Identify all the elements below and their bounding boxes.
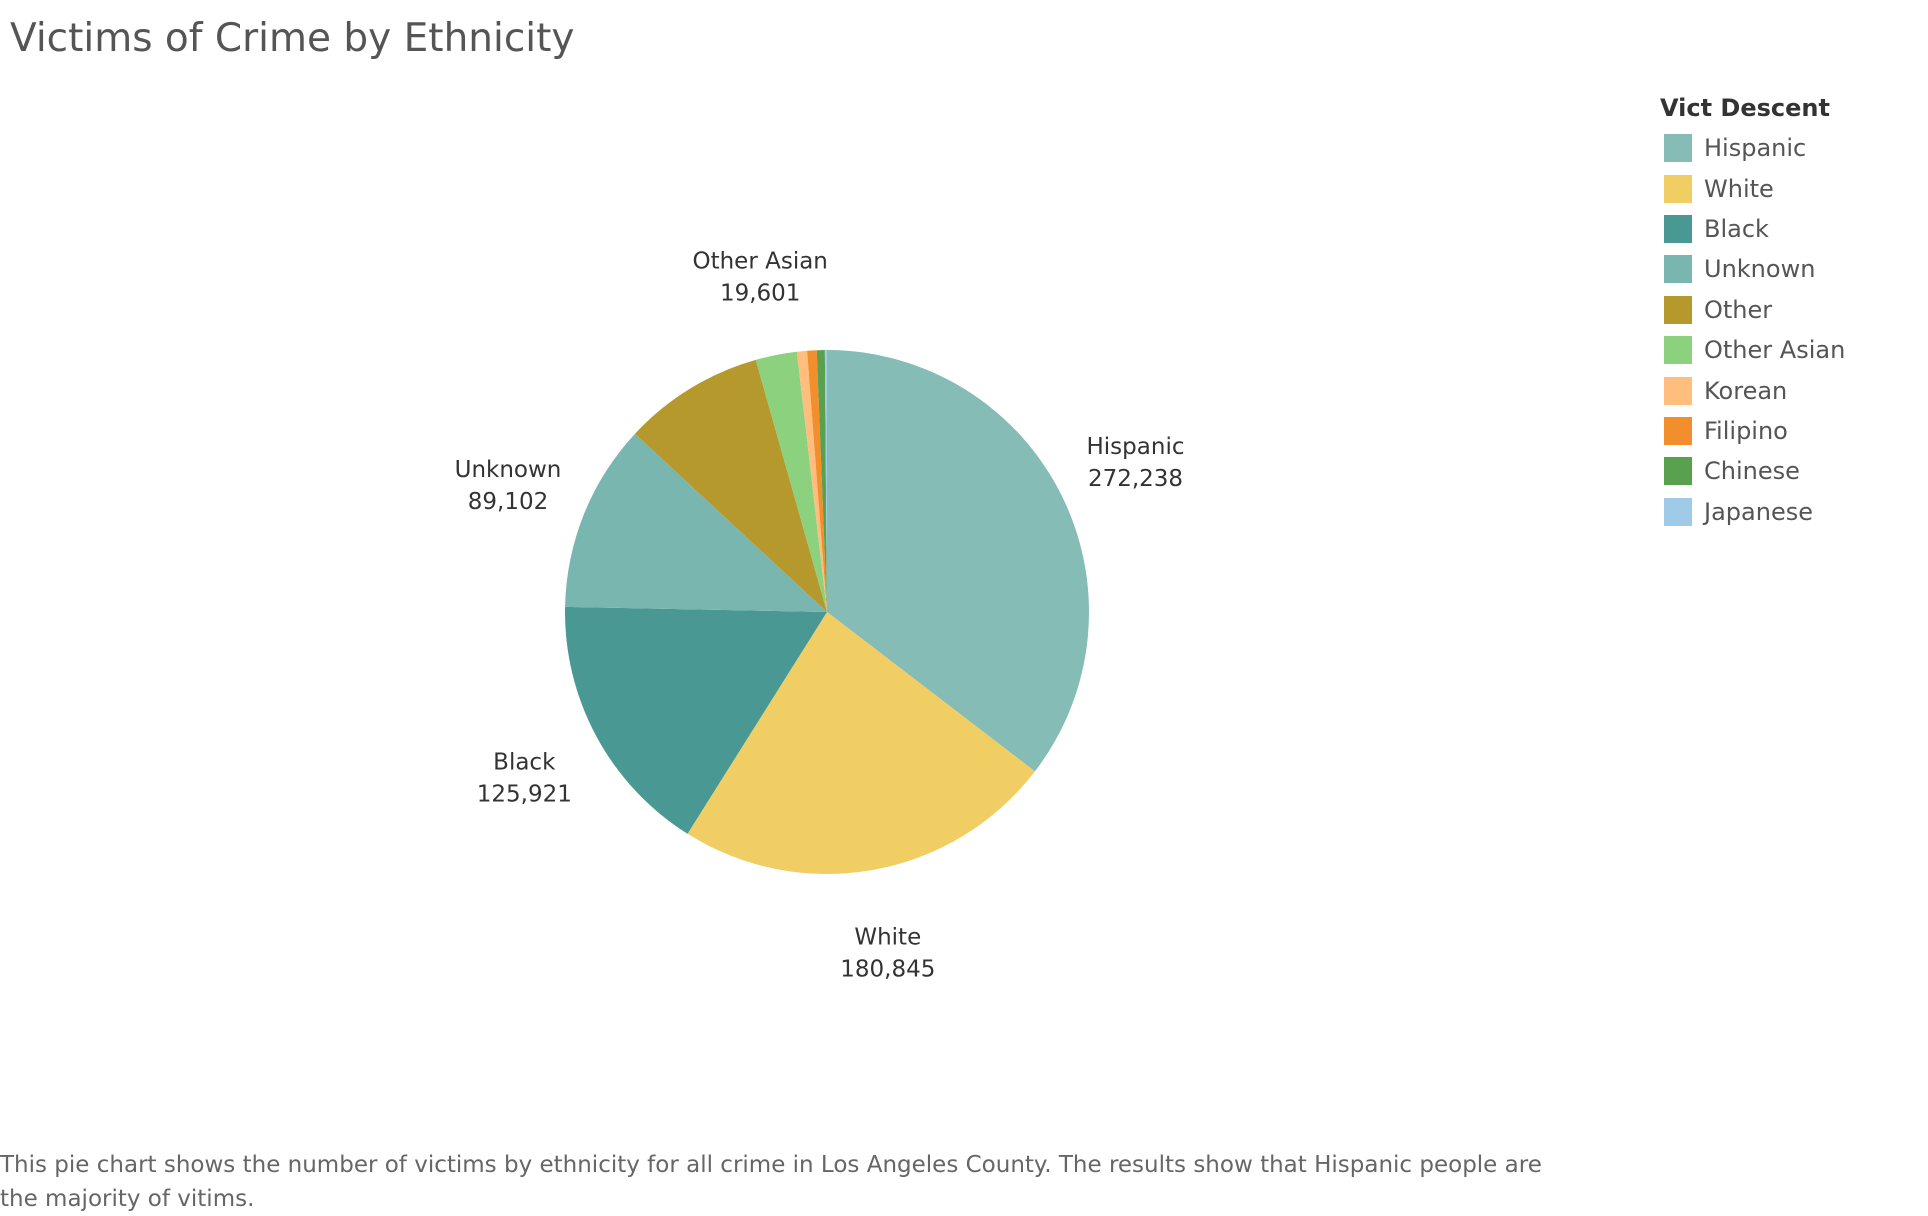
legend-items: Hispanic White Black Unknown Other Other Asia… — [1660, 128, 1845, 532]
legend-swatch — [1664, 214, 1692, 243]
legend-label: Other Asian — [1704, 336, 1846, 365]
legend-item-chinese[interactable]: Chinese — [1660, 451, 1845, 491]
pie-slice-hispanic[interactable] — [827, 350, 1089, 772]
slice-value-black: 125,921 — [477, 781, 572, 807]
legend: Vict Descent Hispanic White Black Unknown Ot… — [1660, 94, 1845, 532]
legend-swatch — [1664, 336, 1692, 365]
legend-label: Korean — [1704, 376, 1788, 405]
legend-swatch — [1664, 134, 1692, 163]
legend-label: Filipino — [1704, 416, 1788, 445]
legend-swatch — [1664, 255, 1692, 284]
slice-label-white: White — [854, 925, 921, 951]
slice-label-unknown: Unknown — [455, 457, 562, 483]
legend-swatch — [1664, 416, 1692, 445]
legend-item-other[interactable]: Other — [1660, 290, 1845, 330]
slice-label-other-asian: Other Asian — [692, 249, 827, 275]
legend-swatch — [1664, 376, 1692, 405]
legend-item-black[interactable]: Black — [1660, 209, 1845, 249]
pie-slice-black[interactable] — [564, 606, 827, 834]
slice-label-black: Black — [493, 749, 556, 775]
slice-value-other-asian: 19,601 — [720, 281, 800, 307]
legend-item-japanese[interactable]: Japanese — [1660, 492, 1845, 532]
pie-slice-filipino[interactable] — [807, 350, 827, 612]
legend-label: Chinese — [1704, 457, 1800, 486]
pie-labels: Hispanic 272,238 White 180,845 Black 125,921 U… — [455, 249, 1185, 983]
legend-label: Unknown — [1704, 255, 1816, 284]
pie-slice-unknown[interactable] — [565, 433, 827, 612]
legend-swatch — [1664, 295, 1692, 324]
pie-slice-other-asian[interactable] — [755, 351, 827, 612]
legend-label: Other — [1704, 295, 1773, 324]
pie-slice-korean[interactable] — [796, 350, 827, 612]
slice-label-hispanic: Hispanic — [1087, 434, 1185, 460]
legend-item-white[interactable]: White — [1660, 168, 1845, 208]
legend-title: Vict Descent — [1660, 94, 1830, 122]
legend-swatch — [1664, 457, 1692, 486]
chart-caption: This pie chart shows the number of victi… — [0, 1152, 1542, 1212]
pie-slice-other[interactable] — [634, 359, 827, 612]
legend-item-unknown[interactable]: Unknown — [1660, 249, 1845, 289]
legend-label: Hispanic — [1704, 134, 1807, 163]
slice-value-unknown: 89,102 — [468, 489, 548, 515]
legend-item-other-asian[interactable]: Other Asian — [1660, 330, 1845, 370]
pie-slice-chinese[interactable] — [816, 350, 827, 612]
legend-item-hispanic[interactable]: Hispanic — [1660, 128, 1845, 168]
legend-item-filipino[interactable]: Filipino — [1660, 411, 1845, 451]
legend-label: Japanese — [1704, 497, 1813, 526]
legend-item-korean[interactable]: Korean — [1660, 370, 1845, 410]
chart-title: Victims of Crime by Ethnicity — [10, 16, 575, 61]
slice-value-white: 180,845 — [840, 957, 935, 983]
legend-swatch — [1664, 174, 1692, 203]
pie-slice-japanese[interactable] — [824, 350, 827, 612]
legend-label: Black — [1704, 214, 1769, 243]
slice-value-hispanic: 272,238 — [1088, 466, 1183, 492]
legend-label: White — [1704, 174, 1774, 203]
pie-slice-white[interactable] — [687, 612, 1035, 874]
legend-swatch — [1664, 497, 1692, 526]
pie-slices — [564, 350, 1089, 874]
